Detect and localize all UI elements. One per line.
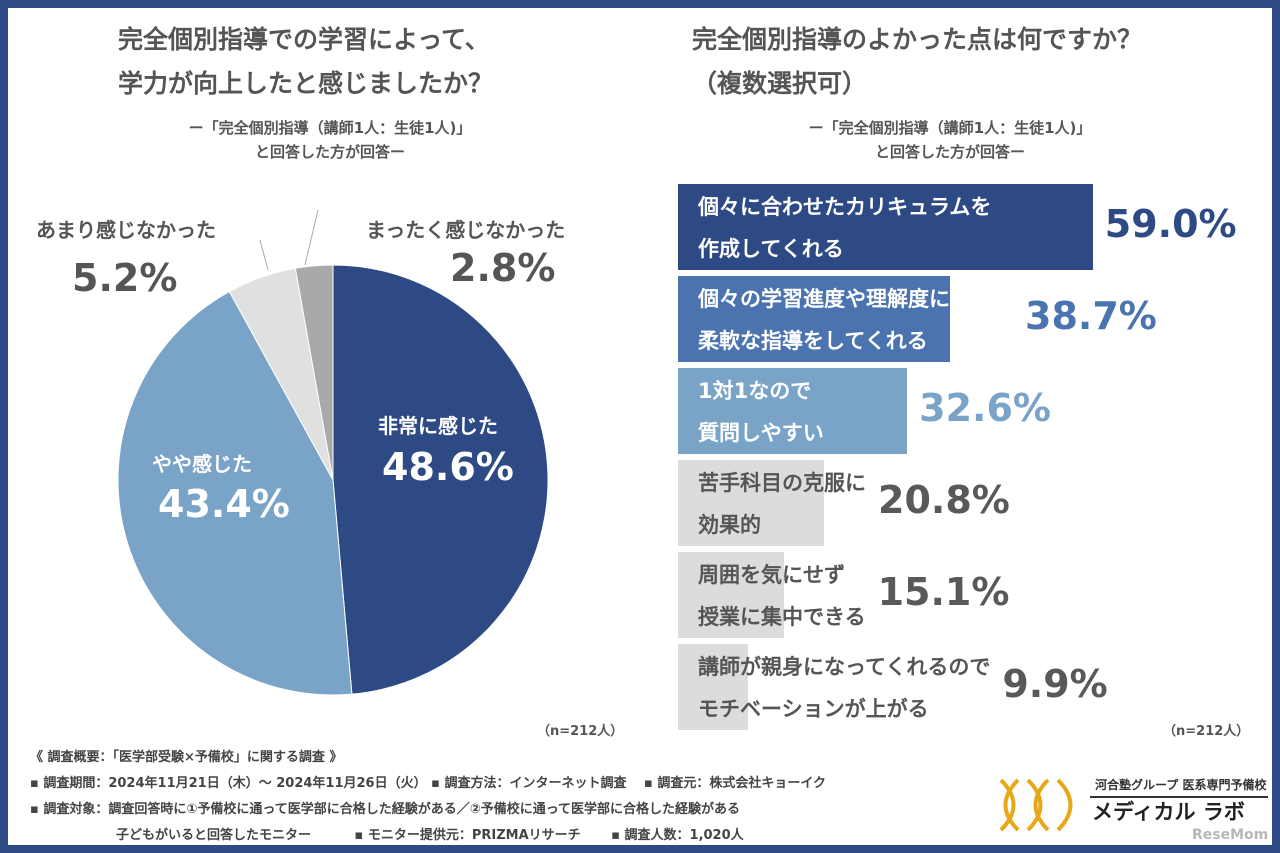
- bar-value-1: 38.7%: [1025, 294, 1157, 338]
- bar-5: [678, 644, 748, 730]
- pie-slice-3: [294, 264, 334, 481]
- pie-value-2: 5.2%: [72, 256, 178, 300]
- leader-line: [259, 239, 269, 271]
- leader-line: [304, 209, 319, 266]
- bar-label-4-1: 授業に集中できる: [698, 605, 866, 629]
- pie-slice-1: [117, 290, 353, 696]
- bar-label-0-0: 個々に合わせたカリキュラムを: [698, 195, 992, 219]
- footer-summary: 《 調査概要：「医学部受験×予備校」に関する調査 》: [30, 750, 343, 765]
- bar-label-1-1: 柔軟な指導をしてくれる: [698, 329, 928, 353]
- bar-4: [678, 552, 785, 638]
- bar-label-0-1: 作成してくれる: [698, 237, 844, 261]
- left-title-2: 学力が向上したと感じましたか？: [118, 69, 494, 98]
- bar-label-1-0: 個々の学習進度や理解度に応じた: [698, 287, 1013, 311]
- pie-chart: [117, 209, 549, 696]
- bar-value-0: 59.0%: [1104, 202, 1237, 246]
- bar-value-5: 9.9%: [1002, 662, 1108, 706]
- footer-target-2: 子どもがいると回答したモニター ▪ モニター提供元：PRIZMAリサーチ ▪ 調…: [116, 828, 744, 843]
- pie-slice-0: [332, 264, 549, 695]
- bar-value-2: 32.6%: [919, 386, 1052, 430]
- bar-label-3-0: 苦手科目の克服に: [698, 471, 866, 495]
- bar-value-3: 20.8%: [878, 478, 1010, 522]
- bar-label-2-0: 1対1なので: [698, 379, 812, 403]
- bar-2: [678, 368, 908, 454]
- pie-label-2: あまり感じなかった: [36, 218, 216, 242]
- left-title-1: 完全個別指導での学習によって、: [118, 25, 490, 54]
- bar-label-5-0: 講師が親身になってくれるので: [698, 655, 991, 679]
- left-sample-size: （n=212人）: [537, 724, 624, 739]
- pie-label-3: まったく感じなかった: [366, 218, 566, 242]
- logo-group: 河合塾グループ 医系専門予備校: [1095, 778, 1267, 792]
- right-subtitle-1: ー「完全個別指導（講師1人：生徒1人)」: [808, 119, 1092, 137]
- bar-label-4-0: 周囲を気にせず: [698, 563, 845, 587]
- pie-value-0: 48.6%: [382, 445, 514, 489]
- right-sample-size: （n=212人）: [1163, 724, 1250, 739]
- footer-target: ▪ 調査対象：調査回答時に①予備校に通って医学部に合格した経験がある／②予備校に…: [30, 802, 741, 817]
- bar-value-4: 15.1%: [877, 570, 1010, 614]
- pie-value-1: 43.4%: [158, 482, 290, 526]
- right-title-1: 完全個別指導のよかった点は何ですか？: [692, 25, 1143, 54]
- right-title-2: （複数選択可）: [692, 69, 868, 98]
- logo-name: メディカル ラボ: [1092, 800, 1245, 824]
- right-subtitle-2: と回答した方が回答ー: [874, 143, 1025, 161]
- bar-1: [678, 276, 951, 362]
- bar-0: [678, 184, 1093, 270]
- left-subtitle-1: ー「完全個別指導（講師1人：生徒1人)」: [188, 119, 472, 137]
- bar-label-2-1: 質問しやすい: [698, 421, 824, 445]
- bar-label-5-1: モチベーションが上がる: [698, 697, 929, 721]
- footer-period: ▪ 調査期間：2024年11月21日（木）～ 2024年11月26日（火） ▪ …: [30, 776, 827, 791]
- pie-value-3: 2.8%: [450, 246, 556, 290]
- watermark: ReseMom: [1192, 827, 1269, 843]
- pie-label-0: 非常に感じた: [378, 414, 498, 438]
- bar-label-3-1: 効果的: [698, 513, 761, 537]
- bar-3: [678, 460, 825, 546]
- logo-divider: [1090, 796, 1268, 798]
- logo-mark-icon: [999, 778, 1073, 832]
- pie-label-1: やや感じた: [152, 452, 252, 476]
- left-subtitle-2: と回答した方が回答ー: [254, 143, 405, 161]
